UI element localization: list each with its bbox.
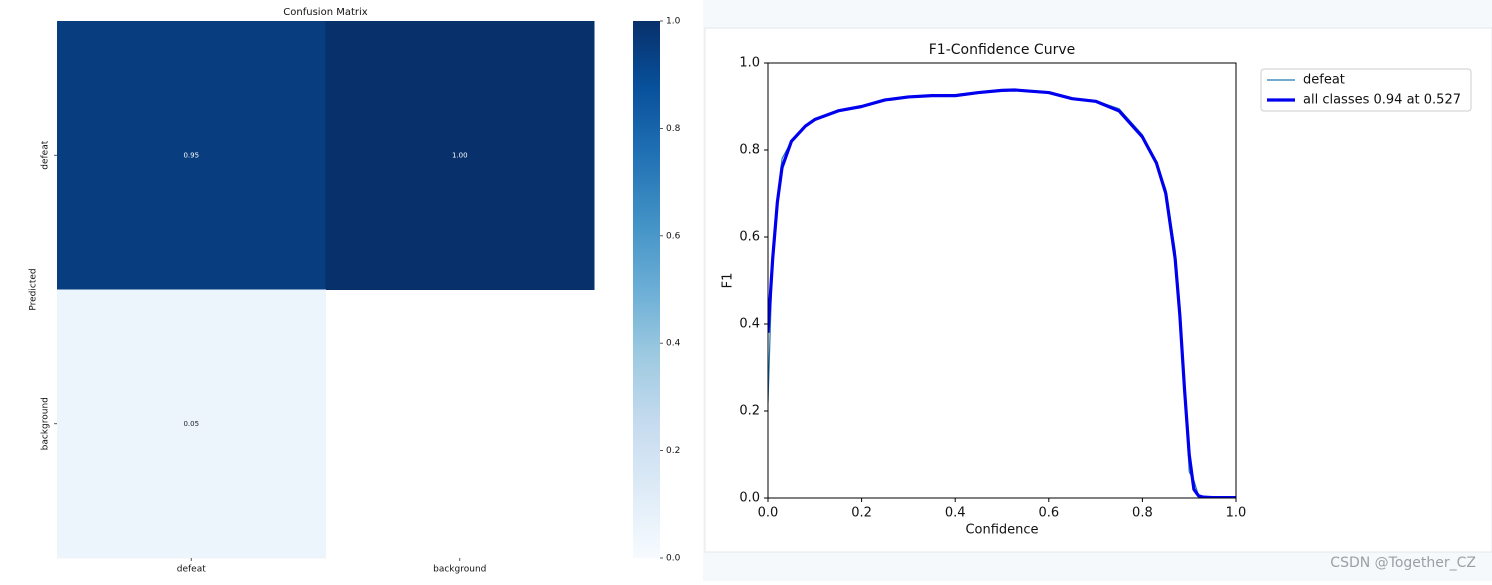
- colorbar-tick-label: 0.6: [666, 231, 681, 241]
- plot-frame: [767, 62, 1237, 499]
- heatmap-cell: [57, 21, 326, 290]
- x-tick-label: 0.4: [945, 506, 966, 521]
- y-axis-label: Predicted: [29, 268, 39, 310]
- y-tick-label: 0.6: [739, 230, 760, 245]
- colorbar-tick-label: 0.0: [666, 554, 681, 564]
- watermark: CSDN @Together_CZ: [1330, 555, 1476, 571]
- legend-label: defeat: [1303, 73, 1345, 88]
- y-tick-label: 0.8: [739, 143, 760, 158]
- x-tick-label: defeat: [177, 565, 206, 575]
- x-tick-label: 0.8: [1132, 506, 1153, 521]
- line-series: [768, 88, 1236, 498]
- y-tick-label: background: [41, 397, 51, 450]
- legend-box: [1260, 68, 1472, 112]
- colorbar-tick-label: 0.8: [666, 124, 681, 134]
- figure-card: [704, 27, 1492, 553]
- x-tick-label: 0.2: [851, 506, 872, 521]
- x-tick-label: 0.6: [1038, 506, 1059, 521]
- x-tick-label: background: [433, 565, 486, 575]
- legend-label: all classes 0.94 at 0.527: [1303, 93, 1461, 108]
- cell-label: 0.05: [183, 420, 199, 428]
- x-tick-label: 1.0: [1226, 506, 1247, 521]
- y-axis-label: F1: [721, 273, 736, 289]
- colorbar-tick-label: 0.2: [666, 446, 680, 456]
- y-tick-label: defeat: [41, 140, 51, 169]
- chart-title: Confusion Matrix: [283, 7, 367, 18]
- colorbar-tick-label: 1.0: [666, 17, 681, 27]
- y-tick-label: 0.4: [739, 317, 760, 332]
- y-tick-label: 0.0: [739, 491, 760, 506]
- y-tick-label: 1.0: [739, 56, 760, 71]
- heatmap-cell: [57, 289, 326, 559]
- colorbar-tick-label: 0.4: [666, 339, 681, 349]
- heatmap-cell: [325, 21, 595, 290]
- cell-label: 1.00: [452, 151, 468, 159]
- cell-label: 0.95: [183, 151, 199, 159]
- colorbar: [633, 21, 660, 558]
- y-tick-label: 0.2: [739, 404, 760, 419]
- x-axis-label: Confidence: [965, 523, 1038, 538]
- x-tick-label: 0.0: [758, 506, 779, 521]
- chart-title: F1-Confidence Curve: [929, 42, 1075, 58]
